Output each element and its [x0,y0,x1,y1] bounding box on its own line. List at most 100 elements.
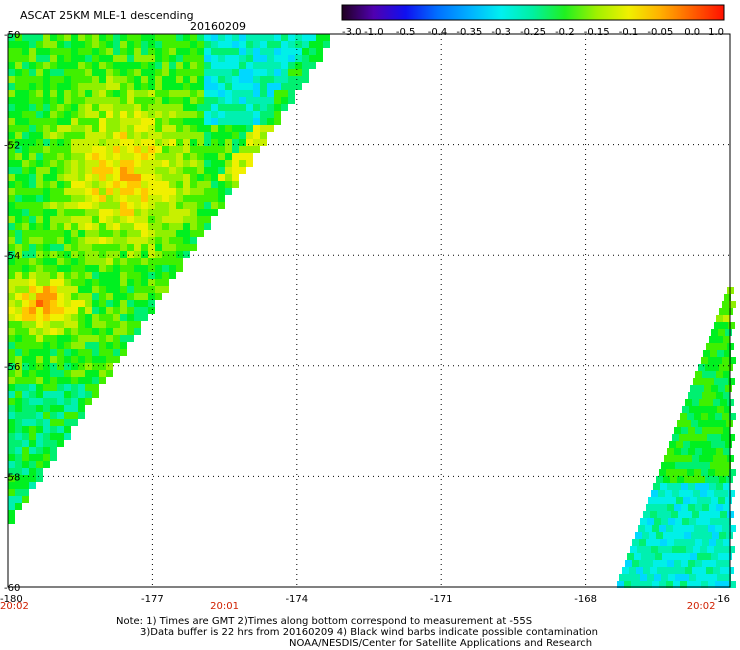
swath-pixel [716,448,723,455]
swath-pixel [162,132,169,139]
swath-pixel [120,76,127,83]
swath-pixel [729,469,736,476]
swath-pixel [218,76,225,83]
swath-pixel [78,34,85,41]
swath-pixel [141,209,148,216]
swath-pixel [162,125,169,132]
swath-pixel [43,34,50,41]
swath-pixel [720,343,727,350]
swath-pixel [260,132,267,139]
swath-pixel [155,55,162,62]
swath-pixel [274,104,281,111]
swath-pixel [57,69,64,76]
swath-pixel [71,321,78,328]
swath-pixel [120,272,127,279]
swath-pixel [211,83,218,90]
swath-pixel [43,454,50,461]
swath-pixel [162,146,169,153]
swath-pixel [57,202,64,209]
swath-pixel [169,195,176,202]
swath-pixel [71,342,78,349]
swath-pixel [29,391,36,398]
swath-pixel [169,69,176,76]
swath-pixel [78,230,85,237]
swath-pixel [43,216,50,223]
swath-pixel [78,97,85,104]
swath-pixel [246,76,253,83]
swath-pixel [43,391,50,398]
swath-pixel [638,581,645,588]
swath-pixel [148,83,155,90]
swath-pixel [36,363,43,370]
swath-pixel [99,279,106,286]
swath-pixel [723,427,730,434]
swath-pixel [36,160,43,167]
swath-pixel [715,581,722,588]
swath-pixel [671,567,678,574]
swath-pixel [29,300,36,307]
swath-pixel [211,160,218,167]
swath-pixel [15,293,22,300]
swath-pixel [678,511,685,518]
swath-pixel [29,97,36,104]
swath-pixel [71,139,78,146]
swath-pixel [162,90,169,97]
swath-pixel [239,83,246,90]
swath-pixel [672,434,679,441]
swath-pixel [225,139,232,146]
swath-pixel [197,90,204,97]
swath-pixel [85,118,92,125]
swath-pixel [50,356,57,363]
swath-pixel [127,300,134,307]
swath-pixel [64,237,71,244]
swath-pixel [50,125,57,132]
swath-pixel [693,490,700,497]
swath-pixel [120,335,127,342]
swath-pixel [15,41,22,48]
swath-pixel [169,223,176,230]
swath-pixel [698,476,705,483]
swath-pixel [22,377,29,384]
swath-pixel [155,139,162,146]
swath-pixel [8,419,15,426]
swath-pixel [22,265,29,272]
swath-pixel [85,293,92,300]
swath-pixel [22,482,29,489]
swath-pixel [197,34,204,41]
swath-pixel [8,83,15,90]
swath-pixel [85,188,92,195]
swath-pixel [688,539,695,546]
swath-pixel [155,146,162,153]
swath-pixel [211,181,218,188]
swath-pixel [85,321,92,328]
swath-pixel [127,62,134,69]
swath-pixel [29,321,36,328]
swath-pixel [148,125,155,132]
swath-pixel [50,384,57,391]
swath-pixel [134,111,141,118]
swath-pixel [295,76,302,83]
swath-pixel [8,139,15,146]
swath-pixel [36,349,43,356]
lon-tick-label: -180 [0,594,23,605]
swath-pixel [127,48,134,55]
swath-pixel [50,433,57,440]
swath-pixel [706,343,713,350]
swath-pixel [22,202,29,209]
swath-pixel [288,62,295,69]
swath-pixel [8,321,15,328]
swath-pixel [260,76,267,83]
swath-pixel [57,125,64,132]
swath-pixel [239,111,246,118]
swath-pixel [710,350,717,357]
swath-pixel [260,104,267,111]
lat-tick-label: -56 [4,362,20,373]
swath-pixel [225,55,232,62]
swath-pixel [218,83,225,90]
swath-pixel [99,132,106,139]
swath-pixel [694,581,701,588]
swath-pixel [8,41,15,48]
swath-pixel [29,412,36,419]
swath-pixel [148,118,155,125]
swath-pixel [141,230,148,237]
